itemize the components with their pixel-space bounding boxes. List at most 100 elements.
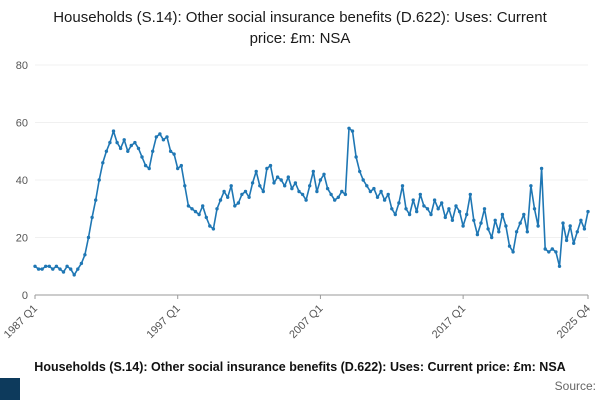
data-point <box>532 207 537 211</box>
chart-svg: 0 20 40 60 80 1987 Q1 1997 Q1 2007 Q1 2017 Q1 202… <box>2 60 593 341</box>
data-point <box>318 178 323 182</box>
data-point <box>482 207 487 211</box>
data-point <box>58 267 62 271</box>
x-tick-label: 1997 Q1 <box>145 303 183 341</box>
data-point <box>575 230 579 234</box>
data-point <box>514 230 519 234</box>
data-point <box>308 184 312 188</box>
data-point <box>261 189 265 194</box>
data-point <box>136 146 141 151</box>
data-point <box>258 184 262 188</box>
data-point <box>518 221 522 225</box>
data-point <box>151 149 155 153</box>
data-point <box>368 189 373 194</box>
data-point <box>450 218 455 222</box>
data-point <box>529 184 533 188</box>
data-point <box>193 209 198 214</box>
data-point <box>350 129 355 133</box>
data-point <box>400 184 405 188</box>
y-tick-label: 0 <box>22 290 28 302</box>
data-point <box>211 227 216 231</box>
data-point <box>500 212 505 217</box>
data-point <box>325 186 330 191</box>
y-tick-label: 20 <box>16 233 28 245</box>
data-point <box>61 270 66 274</box>
data-point <box>36 267 41 271</box>
data-point <box>83 253 87 257</box>
data-point <box>564 238 569 243</box>
data-point <box>165 135 169 139</box>
data-point <box>254 169 258 174</box>
data-point <box>468 192 472 197</box>
y-tick-label: 80 <box>16 60 28 72</box>
x-tick-label: 2017 Q1 <box>430 303 468 341</box>
data-point <box>201 204 205 208</box>
data-point <box>404 207 408 211</box>
data-point <box>129 143 133 148</box>
data-point <box>133 140 137 145</box>
y-tick-label: 40 <box>16 175 28 187</box>
data-point <box>86 235 91 240</box>
data-point <box>461 224 465 228</box>
data-point <box>436 207 440 211</box>
data-point <box>118 146 123 151</box>
data-point <box>290 186 294 191</box>
data-point <box>561 221 565 225</box>
x-tick-label: 2007 Q1 <box>287 303 325 341</box>
data-point <box>568 224 572 228</box>
data-point <box>208 224 212 228</box>
data-point <box>411 198 415 202</box>
data-point <box>358 169 362 174</box>
x-tick-label: 1987 Q1 <box>2 303 40 341</box>
data-point <box>94 198 98 202</box>
data-point <box>525 230 529 234</box>
data-point <box>422 204 426 208</box>
data-point <box>336 195 340 199</box>
data-point <box>382 198 387 202</box>
data-point <box>554 250 558 254</box>
data-point <box>176 166 180 171</box>
data-point <box>322 172 326 176</box>
data-point <box>111 129 116 133</box>
data-point <box>115 140 119 145</box>
data-point <box>250 181 255 185</box>
data-point <box>247 195 251 199</box>
data-point <box>479 221 483 225</box>
data-point <box>279 178 283 182</box>
data-point <box>429 212 433 217</box>
data-point <box>457 209 462 214</box>
chart-title: Households (S.14): Other social insuranc… <box>53 9 547 47</box>
data-line <box>34 127 589 276</box>
data-point <box>393 212 397 217</box>
data-point <box>272 181 276 185</box>
data-point <box>465 212 469 217</box>
data-point <box>454 204 458 208</box>
data-point <box>340 189 344 194</box>
data-point <box>168 149 173 153</box>
data-point <box>379 189 383 194</box>
data-point <box>300 192 305 197</box>
data-point <box>329 192 333 197</box>
data-point <box>54 264 59 268</box>
data-point <box>40 267 44 271</box>
source-label: Source: <box>554 379 596 393</box>
data-point <box>161 138 166 142</box>
data-point <box>557 264 562 268</box>
data-point <box>486 227 490 231</box>
data-point <box>47 264 51 268</box>
data-point <box>343 192 348 197</box>
data-point <box>539 166 544 171</box>
data-point <box>79 261 84 266</box>
data-point <box>418 192 422 197</box>
data-point <box>347 126 351 130</box>
data-point <box>140 155 144 159</box>
data-point <box>126 149 130 153</box>
data-point <box>90 215 94 220</box>
data-point <box>311 169 315 174</box>
data-point <box>543 247 547 251</box>
data-point <box>415 209 419 214</box>
data-point <box>104 149 109 153</box>
data-point <box>572 241 576 245</box>
data-point <box>504 224 508 228</box>
data-point <box>236 201 241 205</box>
